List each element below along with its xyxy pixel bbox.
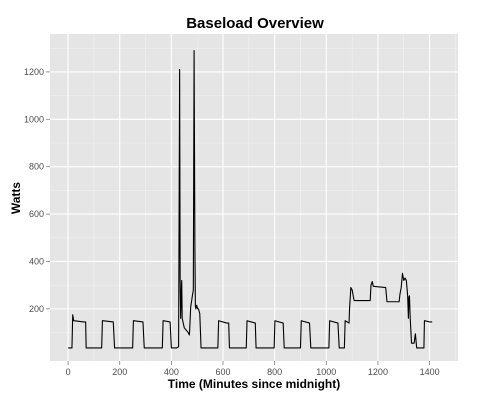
y-tick-label: 1000 bbox=[24, 114, 44, 124]
series-line bbox=[68, 50, 433, 349]
series-layer bbox=[68, 50, 433, 349]
y-tick-label: 600 bbox=[29, 209, 44, 219]
x-tick-label: 200 bbox=[112, 367, 127, 377]
x-tick-label: 0 bbox=[66, 367, 71, 377]
y-tick-label: 200 bbox=[29, 304, 44, 314]
x-tick-label: 1400 bbox=[420, 367, 440, 377]
x-tick-label: 800 bbox=[267, 367, 282, 377]
x-tick-label: 1200 bbox=[368, 367, 388, 377]
x-tick-label: 600 bbox=[215, 367, 230, 377]
x-axis-title: Time (Minutes since midnight) bbox=[168, 377, 340, 391]
x-tick-label: 1000 bbox=[316, 367, 336, 377]
chart-title: Baseload Overview bbox=[186, 15, 324, 32]
y-tick-label: 800 bbox=[29, 162, 44, 172]
y-tick-label: 400 bbox=[29, 256, 44, 266]
plot-area bbox=[50, 34, 458, 361]
y-tick-label: 1200 bbox=[24, 67, 44, 77]
panel-background bbox=[50, 34, 458, 361]
x-tick-label: 400 bbox=[164, 367, 179, 377]
y-axis-title: Watts bbox=[9, 182, 23, 215]
grid-lines bbox=[50, 34, 458, 361]
axes: 0 200 400 600 800 1000 1200 1400 200 400 600 800 100… bbox=[24, 67, 440, 377]
